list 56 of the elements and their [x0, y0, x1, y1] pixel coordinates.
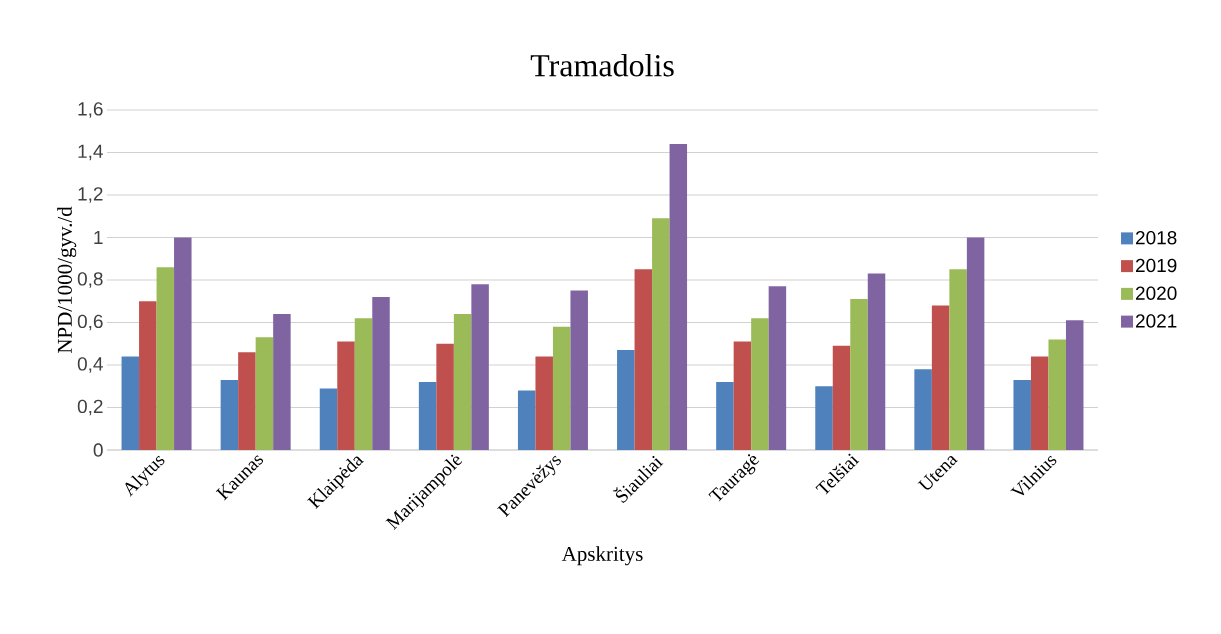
bar: [418, 382, 437, 450]
bar: [436, 343, 454, 450]
bar: [867, 273, 886, 450]
y-axis-title: NPD/1000/gyv./d: [57, 206, 77, 354]
y-tick-label: 0,6: [77, 314, 103, 331]
bar: [850, 299, 868, 450]
bar: [751, 318, 769, 450]
bar: [669, 144, 688, 450]
legend-label: 2020: [1135, 286, 1177, 300]
bar: [156, 267, 175, 450]
bar: [535, 356, 553, 450]
bar: [716, 382, 734, 450]
bar: [652, 218, 670, 450]
bar: [914, 369, 932, 450]
bar: [220, 379, 239, 450]
bar: [966, 237, 985, 450]
legend-label: 2018: [1135, 231, 1177, 245]
bar: [931, 305, 950, 450]
legend-label: 2021: [1135, 314, 1177, 328]
bar: [319, 388, 338, 450]
y-tick-label: 0,4: [77, 357, 103, 373]
bar: [570, 290, 588, 450]
bar: [453, 314, 472, 450]
bar: [354, 318, 373, 450]
bar: [552, 326, 571, 450]
bar: [139, 301, 157, 450]
bar: [1065, 320, 1084, 450]
bar: [174, 237, 192, 450]
y-tick-label: 0,2: [77, 399, 103, 416]
bar: [1030, 356, 1049, 450]
bar: [273, 314, 291, 450]
chart-title: Tramadolis: [530, 53, 674, 77]
bar: [768, 286, 787, 450]
y-tick-label: 0: [93, 443, 103, 457]
bar: [517, 390, 536, 450]
bar: [121, 356, 140, 450]
bar: [1013, 379, 1031, 450]
bar: [238, 352, 256, 450]
bar: [815, 386, 833, 450]
bar: [1048, 339, 1066, 450]
y-tick-label: 0,8: [77, 272, 103, 288]
bar: [255, 337, 274, 450]
bar: [372, 297, 390, 450]
x-axis-title: Apskritys: [561, 546, 643, 566]
y-tick-label: 1,6: [78, 102, 103, 118]
bar: [617, 350, 635, 450]
bar: [733, 341, 752, 450]
y-tick-label: 1,2: [78, 187, 103, 203]
y-tick-label: 1,4: [78, 144, 103, 161]
y-tick-label: 1: [94, 230, 103, 245]
bar: [337, 341, 355, 450]
legend-label: 2019: [1135, 258, 1177, 273]
bar: [949, 269, 967, 450]
bar: [471, 284, 489, 450]
bar: [634, 269, 653, 450]
bar: [832, 345, 851, 450]
